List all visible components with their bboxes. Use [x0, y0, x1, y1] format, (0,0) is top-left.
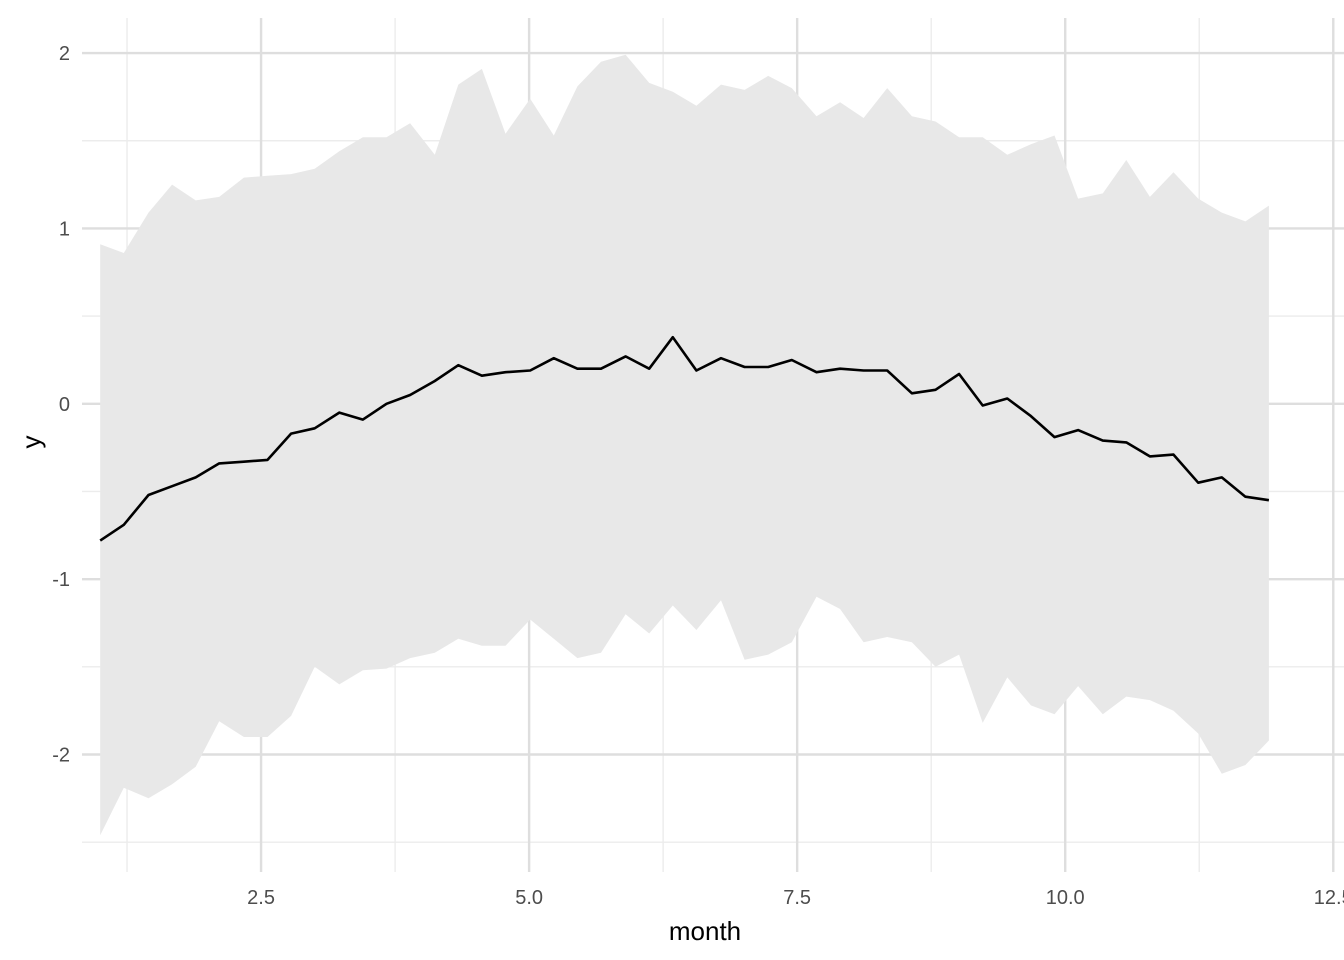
y-tick-label: 0: [59, 394, 70, 416]
y-tick-labels: -2 -1 0 1 2: [52, 43, 70, 766]
series-line: [99, 335, 1270, 542]
x-tick-label: 5.0: [515, 887, 543, 909]
y-tick-label: -1: [52, 569, 70, 591]
y-tick-label: -2: [52, 745, 70, 767]
y-tick-label: 1: [59, 218, 70, 240]
x-tick-labels: 2.5 5.0 7.5 10.0 12.5: [247, 887, 1344, 909]
confidence-band: [100, 54, 1269, 836]
x-tick-label: 10.0: [1046, 887, 1085, 909]
x-tick-label: 12.5: [1314, 887, 1344, 909]
x-tick-label: 7.5: [783, 887, 811, 909]
y-tick-label: 2: [59, 43, 70, 65]
x-tick-label: 2.5: [247, 887, 275, 909]
y-axis-title: y: [16, 436, 46, 449]
x-axis-title: month: [669, 916, 741, 946]
